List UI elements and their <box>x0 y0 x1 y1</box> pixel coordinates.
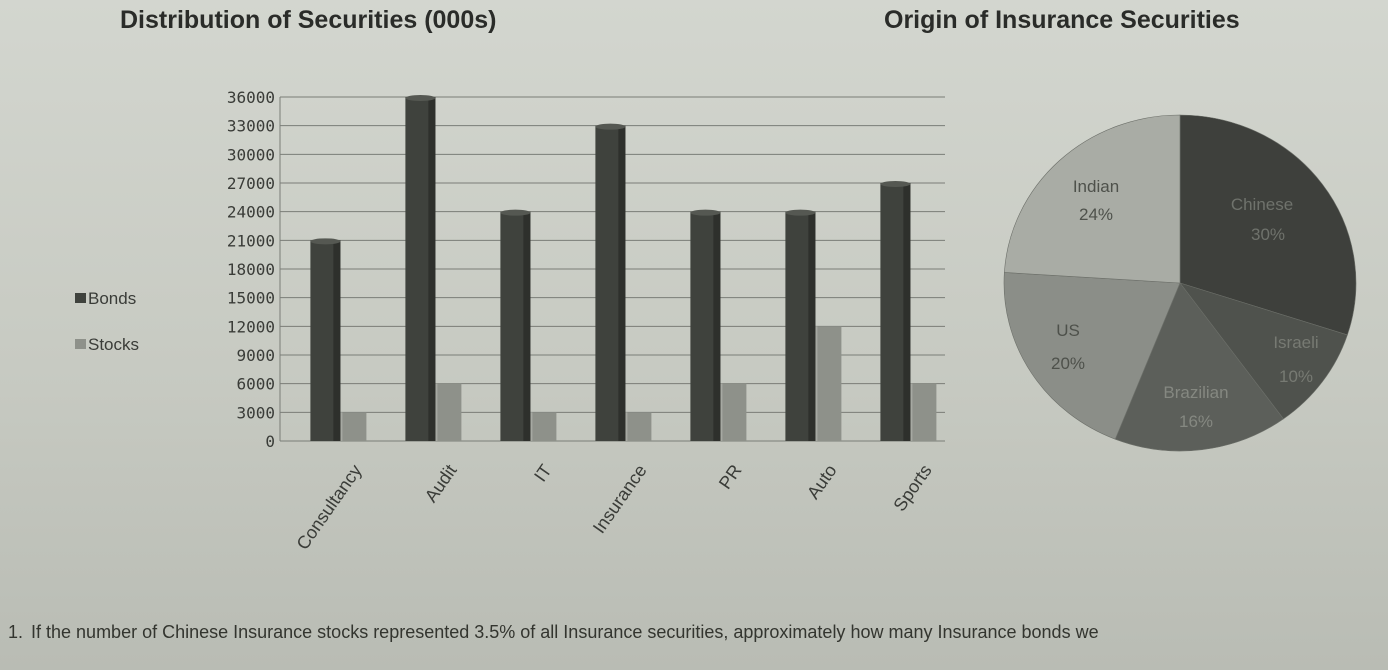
pie-slice-percent: 10% <box>1279 367 1313 386</box>
pie-slice-label: Brazilian <box>1163 383 1228 402</box>
y-tick-label: 27000 <box>227 174 275 193</box>
question-number: 1. <box>8 622 24 642</box>
bar-chart-title: Distribution of Securities (000s) <box>120 6 497 34</box>
y-tick-label: 33000 <box>227 117 275 136</box>
legend-label: Stocks <box>88 335 139 354</box>
y-tick-label: 9000 <box>236 346 275 365</box>
pie-slice-label: US <box>1056 321 1080 340</box>
y-tick-label: 21000 <box>227 231 275 250</box>
bar-bonds-shade <box>618 125 626 442</box>
y-tick-label: 3000 <box>236 403 275 422</box>
bar-bonds-cap <box>690 209 721 216</box>
bar-bonds-shade <box>428 97 436 441</box>
y-tick-label: 0 <box>265 432 275 451</box>
y-tick-label: 18000 <box>227 260 275 279</box>
legend-swatch <box>75 339 86 349</box>
bar-bonds-cap <box>405 95 436 101</box>
question-body: If the number of Chinese Insurance stock… <box>31 622 1099 642</box>
y-tick-label: 15000 <box>227 289 275 308</box>
y-tick-label: 24000 <box>227 203 275 222</box>
bar-bonds-shade <box>808 211 816 441</box>
y-tick-label: 36000 <box>227 88 275 107</box>
y-tick-label: 30000 <box>227 145 275 164</box>
pie-slice-label: Israeli <box>1273 333 1318 352</box>
bar-bonds-shade <box>713 211 721 441</box>
bar-bonds-cap <box>310 238 341 245</box>
bar-bonds-cap <box>595 123 626 130</box>
pie-slice-israeli <box>1179 282 1348 420</box>
pie-slice-us <box>1003 272 1181 440</box>
bar-bonds-shade <box>523 211 531 441</box>
bar-bonds-shade <box>333 240 341 441</box>
legend-label: Bonds <box>88 289 136 308</box>
y-tick-label: 6000 <box>236 375 275 394</box>
pie-slice-percent: 16% <box>1179 412 1213 431</box>
bar-bonds-cap <box>785 209 816 216</box>
y-tick-label: 12000 <box>227 317 275 336</box>
bar-chart: 0 3000 6000 9000 12000 15000 18000 21000 24000 27… <box>75 88 945 553</box>
legend-swatch <box>75 293 86 303</box>
pie-slice-percent: 24% <box>1079 205 1113 224</box>
pie-slice-brazilian <box>1114 282 1284 452</box>
bar-bonds-shade <box>903 183 911 441</box>
pie-chart: Chinese 30% Israeli 10% Brazilian 16% US 20% Ind… <box>1003 114 1357 452</box>
pie-slice-label: Chinese <box>1231 195 1293 214</box>
question-text: 1. If the number of Chinese Insurance sto… <box>8 622 1099 643</box>
pie-chart-title: Origin of Insurance Securities <box>884 6 1240 34</box>
pie-slice-chinese <box>1179 114 1357 336</box>
pie-slice-label: Indian <box>1073 177 1119 196</box>
pie-slice-indian <box>1004 114 1181 284</box>
bar-bonds-cap <box>500 209 531 216</box>
bar-bonds-cap <box>880 181 911 187</box>
pie-slice-percent: 20% <box>1051 354 1085 373</box>
pie-slice-percent: 30% <box>1251 225 1285 244</box>
